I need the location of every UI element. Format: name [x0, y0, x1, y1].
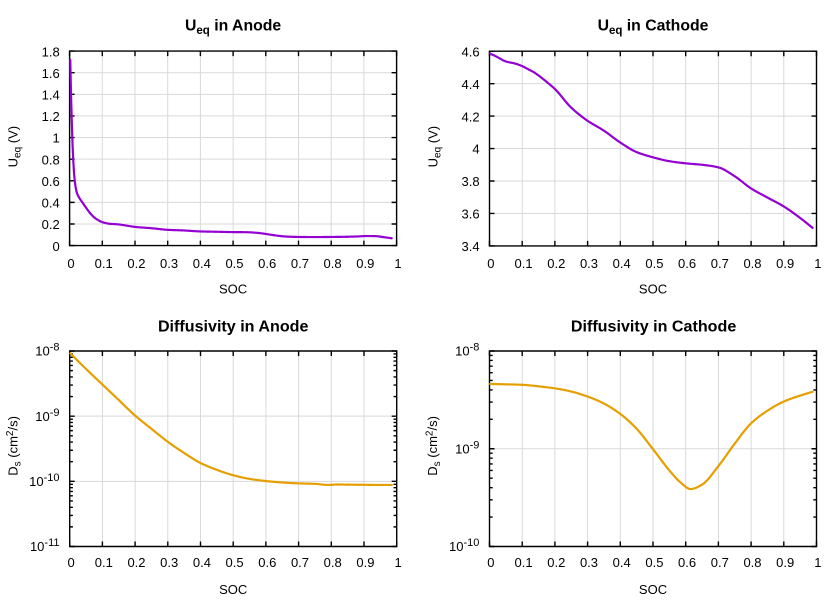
svg-text:0.4: 0.4 [193, 555, 211, 570]
svg-text:0.7: 0.7 [291, 555, 309, 570]
svg-text:0.3: 0.3 [160, 256, 178, 271]
svg-text:1: 1 [814, 256, 821, 271]
svg-text:1: 1 [394, 555, 401, 570]
svg-text:3.8: 3.8 [462, 174, 480, 189]
svg-text:0.2: 0.2 [547, 555, 565, 570]
svg-text:0.7: 0.7 [711, 555, 729, 570]
svg-text:Diffusivity in Cathode: Diffusivity in Cathode [571, 318, 736, 336]
svg-text:1.6: 1.6 [42, 66, 60, 81]
svg-text:0.9: 0.9 [776, 256, 794, 271]
svg-text:0.8: 0.8 [42, 152, 60, 167]
svg-text:Ueq in Cathode: Ueq in Cathode [598, 17, 709, 36]
svg-text:3.4: 3.4 [462, 239, 480, 254]
svg-text:Ds (cm2/s): Ds (cm2/s) [5, 416, 24, 476]
svg-text:0.5: 0.5 [226, 555, 244, 570]
svg-text:10-11: 10-11 [30, 537, 60, 554]
svg-text:0.6: 0.6 [258, 256, 276, 271]
svg-text:10-10: 10-10 [29, 472, 59, 489]
svg-text:0.7: 0.7 [291, 256, 309, 271]
svg-text:SOC: SOC [219, 281, 247, 296]
svg-text:0: 0 [67, 555, 74, 570]
svg-text:Ueq (V): Ueq (V) [6, 126, 24, 167]
svg-text:0.6: 0.6 [258, 555, 276, 570]
svg-text:4.4: 4.4 [462, 77, 480, 92]
svg-text:0.4: 0.4 [613, 256, 631, 271]
svg-text:1: 1 [52, 131, 59, 146]
svg-text:10-10: 10-10 [449, 537, 479, 554]
svg-text:0.4: 0.4 [193, 256, 211, 271]
svg-text:4.6: 4.6 [462, 44, 480, 59]
svg-text:0.6: 0.6 [678, 555, 696, 570]
svg-text:0.2: 0.2 [127, 256, 145, 271]
svg-text:1: 1 [814, 555, 821, 570]
svg-text:0: 0 [487, 256, 494, 271]
svg-text:0.2: 0.2 [42, 217, 60, 232]
svg-text:0: 0 [67, 256, 74, 271]
svg-text:4.2: 4.2 [462, 109, 480, 124]
svg-text:0.6: 0.6 [42, 174, 60, 189]
svg-text:1: 1 [394, 256, 401, 271]
svg-text:0.1: 0.1 [95, 555, 113, 570]
svg-text:0.3: 0.3 [580, 555, 598, 570]
svg-text:1.2: 1.2 [42, 109, 60, 124]
svg-text:0.9: 0.9 [356, 555, 374, 570]
svg-text:Ueq in Anode: Ueq in Anode [185, 17, 281, 36]
svg-text:0.9: 0.9 [356, 256, 374, 271]
svg-text:Diffusivity in Anode: Diffusivity in Anode [158, 318, 309, 336]
svg-text:SOC: SOC [219, 582, 247, 597]
svg-text:10-9: 10-9 [35, 407, 59, 424]
svg-text:10-8: 10-8 [455, 342, 479, 359]
svg-text:0.1: 0.1 [95, 256, 113, 271]
svg-text:0.9: 0.9 [776, 555, 794, 570]
svg-text:0.1: 0.1 [515, 555, 533, 570]
svg-text:1.4: 1.4 [42, 88, 60, 103]
svg-text:0.8: 0.8 [743, 555, 761, 570]
svg-text:0.4: 0.4 [42, 196, 60, 211]
svg-text:0: 0 [52, 239, 59, 254]
svg-text:0.8: 0.8 [324, 256, 342, 271]
svg-text:0.1: 0.1 [515, 256, 533, 271]
svg-text:0.5: 0.5 [645, 256, 663, 271]
svg-text:0.7: 0.7 [711, 256, 729, 271]
svg-text:0.5: 0.5 [645, 555, 663, 570]
svg-text:SOC: SOC [639, 582, 667, 597]
svg-text:4: 4 [472, 142, 479, 157]
svg-text:0.2: 0.2 [547, 256, 565, 271]
svg-text:10-9: 10-9 [455, 440, 479, 457]
svg-text:0.8: 0.8 [743, 256, 761, 271]
svg-text:10-8: 10-8 [35, 342, 59, 359]
svg-text:SOC: SOC [639, 281, 667, 296]
svg-text:1.8: 1.8 [42, 44, 60, 59]
svg-text:0.8: 0.8 [324, 555, 342, 570]
svg-text:0.6: 0.6 [678, 256, 696, 271]
svg-text:0.3: 0.3 [580, 256, 598, 271]
svg-text:0.5: 0.5 [225, 256, 243, 271]
svg-text:Ds (cm2/s): Ds (cm2/s) [425, 416, 444, 476]
svg-text:0.3: 0.3 [160, 555, 178, 570]
svg-text:Ueq (V): Ueq (V) [425, 126, 443, 167]
svg-text:0.4: 0.4 [613, 555, 631, 570]
svg-text:0: 0 [487, 555, 494, 570]
svg-text:3.6: 3.6 [462, 207, 480, 222]
svg-text:0.2: 0.2 [127, 555, 145, 570]
